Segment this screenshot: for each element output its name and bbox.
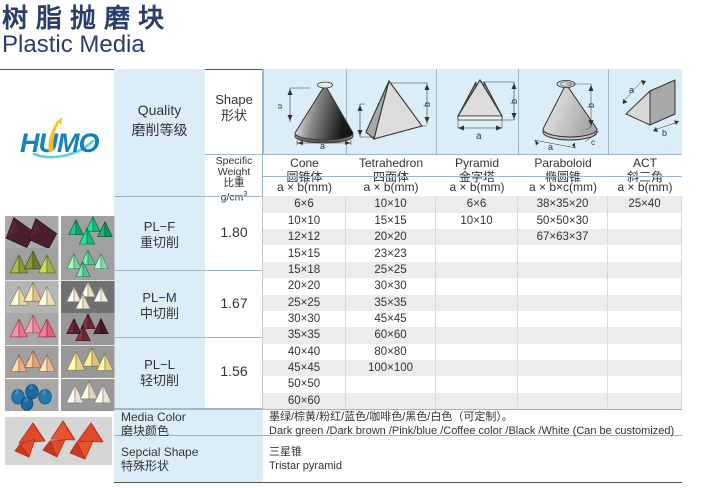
svg-text:a: a bbox=[629, 85, 634, 95]
svg-text:HUMO: HUMO bbox=[20, 128, 99, 158]
svg-text:a: a bbox=[320, 141, 325, 150]
svg-text:a: a bbox=[548, 142, 553, 152]
svg-text:c: c bbox=[591, 137, 596, 147]
svg-text:b: b bbox=[278, 104, 284, 109]
svg-text:a: a bbox=[476, 131, 482, 142]
svg-text:b: b bbox=[509, 99, 519, 104]
svg-text:b: b bbox=[586, 103, 596, 108]
svg-text:b: b bbox=[422, 102, 432, 107]
svg-text:b: b bbox=[662, 128, 667, 138]
